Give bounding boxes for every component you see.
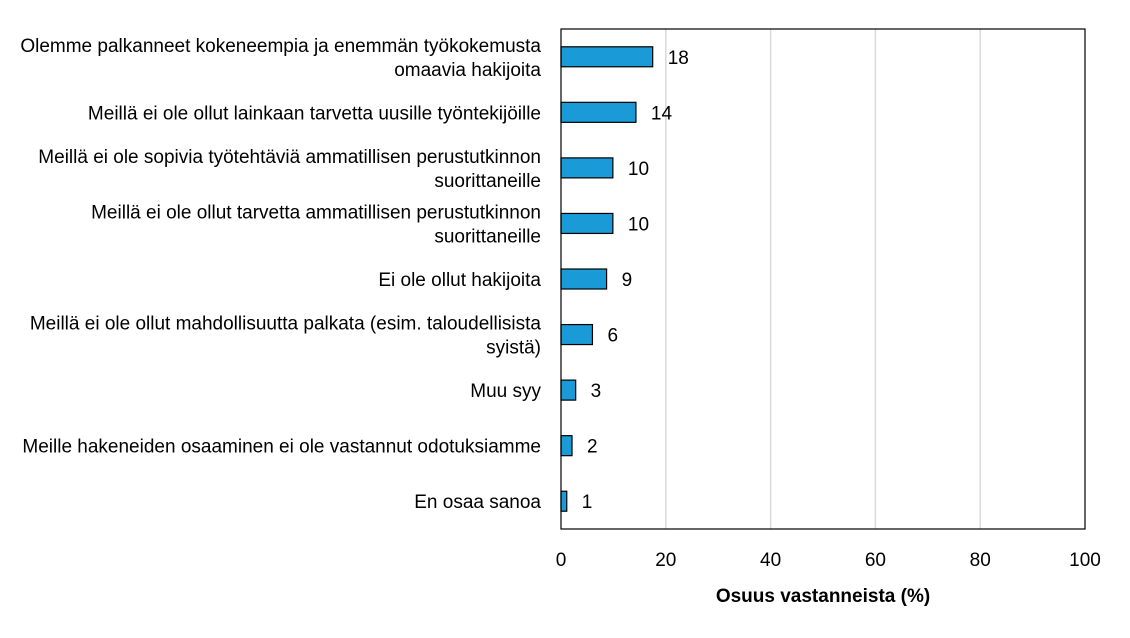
bars <box>560 46 654 512</box>
value-labels: 18 14 10 10 9 6 3 2 1 <box>582 48 689 513</box>
value-label: 18 <box>668 48 689 69</box>
category-label: Olemme palkanneet kokeneempia ja enemmän… <box>20 36 541 81</box>
category-label: Meille hakeneiden osaaminen ei ole vasta… <box>22 437 541 458</box>
value-label: 14 <box>651 103 673 124</box>
bar <box>560 157 614 179</box>
category-label: Meillä ei ole ollut tarvetta ammatillise… <box>91 202 541 247</box>
value-label: 10 <box>628 159 649 180</box>
value-label: 3 <box>591 381 602 402</box>
category-label: Meillä ei ole ollut lainkaan tarvetta uu… <box>88 103 541 124</box>
bar <box>560 490 568 512</box>
x-tick-label: 0 <box>556 550 567 571</box>
category-label: Meillä ei ole ollut mahdollisuutta palka… <box>30 314 542 359</box>
x-tick-label: 60 <box>865 550 886 571</box>
bar <box>560 212 614 235</box>
x-tick-label: 40 <box>760 550 781 571</box>
bar <box>560 46 654 68</box>
value-label: 9 <box>622 270 633 291</box>
x-tick-labels: 0 20 40 60 80 100 <box>556 550 1101 571</box>
bar <box>560 435 573 457</box>
gridlines <box>665 29 981 529</box>
category-label: En osaa sanoa <box>414 492 541 513</box>
bar <box>560 323 594 346</box>
bar <box>560 268 608 290</box>
bar <box>560 101 637 123</box>
value-label: 2 <box>587 437 598 458</box>
plot-frame <box>560 28 1086 530</box>
category-labels: Olemme palkanneet kokeneempia ja enemmän… <box>20 36 541 513</box>
category-label: Muu syy <box>470 381 541 402</box>
category-label: Meillä ei ole sopivia työtehtäviä ammati… <box>38 147 541 192</box>
value-label: 6 <box>607 326 618 347</box>
value-label: 1 <box>582 492 593 513</box>
x-tick-label: 80 <box>970 550 991 571</box>
x-tick-label: 100 <box>1069 550 1101 571</box>
x-tick-label: 20 <box>655 550 676 571</box>
bar <box>560 379 577 401</box>
category-label: Ei ole ollut hakijoita <box>378 270 541 291</box>
value-label: 10 <box>628 214 649 235</box>
x-axis-title: Osuus vastanneista (%) <box>716 586 930 607</box>
